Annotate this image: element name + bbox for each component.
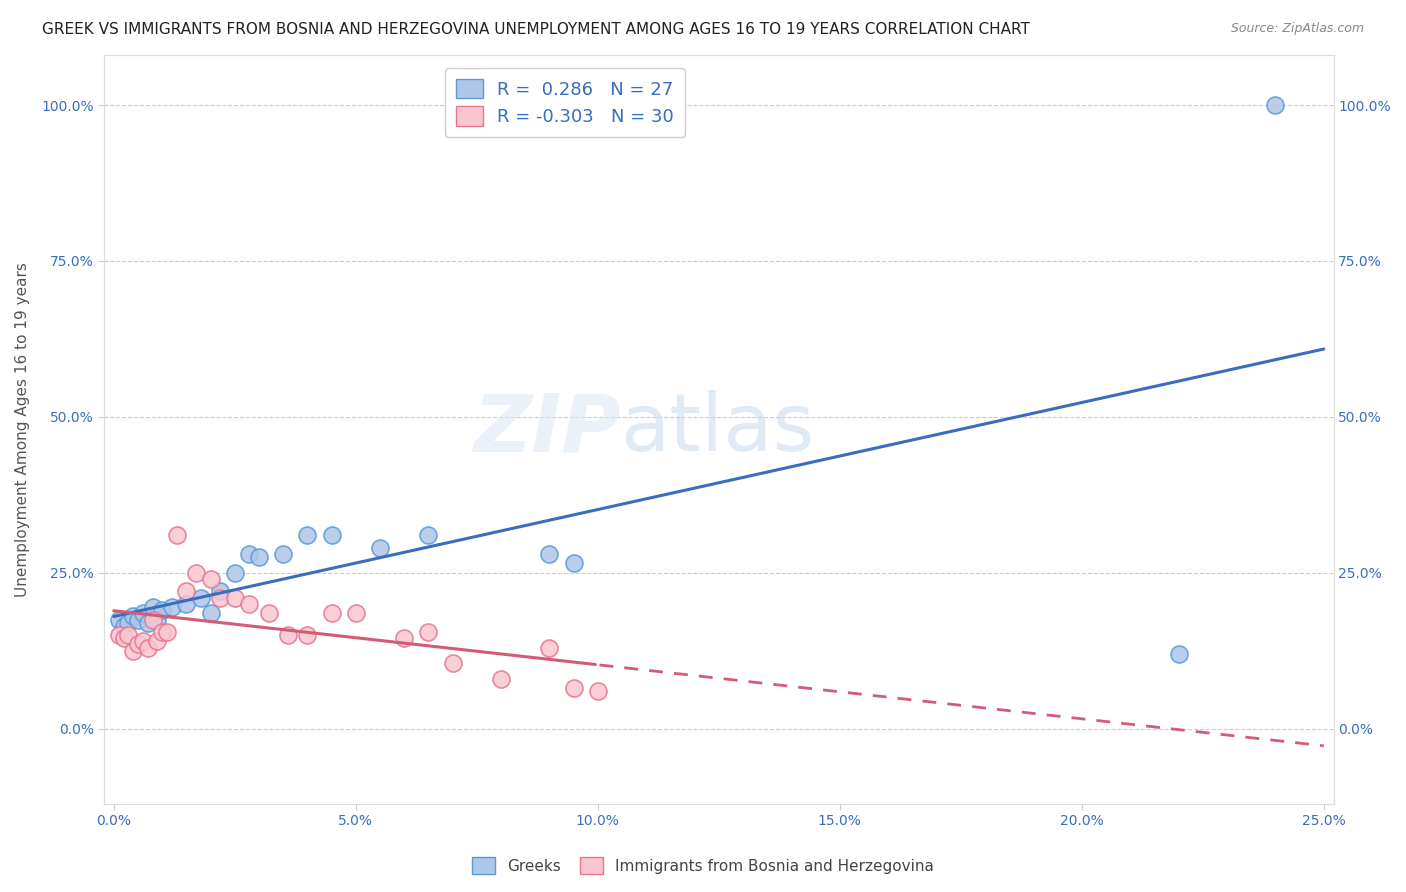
- Point: [136, 615, 159, 630]
- Point: [297, 628, 319, 642]
- Point: [394, 632, 416, 646]
- Point: [586, 684, 609, 698]
- Point: [538, 640, 561, 655]
- Text: GREEK VS IMMIGRANTS FROM BOSNIA AND HERZEGOVINA UNEMPLOYMENT AMONG AGES 16 TO 19: GREEK VS IMMIGRANTS FROM BOSNIA AND HERZ…: [42, 22, 1031, 37]
- Point: [562, 557, 585, 571]
- Point: [136, 640, 159, 655]
- Point: [538, 547, 561, 561]
- Point: [107, 628, 129, 642]
- Point: [562, 681, 585, 695]
- Point: [184, 566, 207, 580]
- Point: [1264, 98, 1286, 112]
- Text: atlas: atlas: [620, 391, 815, 468]
- Point: [156, 625, 179, 640]
- Point: [122, 644, 145, 658]
- Point: [209, 584, 232, 599]
- Point: [489, 672, 512, 686]
- Point: [146, 634, 169, 648]
- Point: [224, 566, 246, 580]
- Point: [418, 528, 440, 542]
- Point: [150, 603, 173, 617]
- Point: [127, 638, 149, 652]
- Point: [142, 613, 165, 627]
- Point: [344, 607, 367, 621]
- Point: [117, 615, 139, 630]
- Point: [257, 607, 280, 621]
- Text: Source: ZipAtlas.com: Source: ZipAtlas.com: [1230, 22, 1364, 36]
- Y-axis label: Unemployment Among Ages 16 to 19 years: Unemployment Among Ages 16 to 19 years: [15, 262, 30, 597]
- Point: [209, 591, 232, 605]
- Point: [297, 528, 319, 542]
- Point: [441, 656, 464, 670]
- Text: ZIP: ZIP: [472, 391, 620, 468]
- Point: [238, 547, 260, 561]
- Point: [200, 572, 222, 586]
- Point: [127, 613, 149, 627]
- Point: [238, 597, 260, 611]
- Point: [146, 613, 169, 627]
- Point: [112, 632, 135, 646]
- Point: [107, 613, 129, 627]
- Point: [176, 584, 198, 599]
- Point: [112, 619, 135, 633]
- Point: [166, 528, 188, 542]
- Point: [160, 600, 183, 615]
- Legend: Greeks, Immigrants from Bosnia and Herzegovina: Greeks, Immigrants from Bosnia and Herze…: [467, 851, 939, 880]
- Point: [224, 591, 246, 605]
- Point: [132, 634, 155, 648]
- Point: [142, 600, 165, 615]
- Point: [132, 607, 155, 621]
- Point: [418, 625, 440, 640]
- Point: [150, 625, 173, 640]
- Point: [117, 628, 139, 642]
- Point: [321, 607, 343, 621]
- Legend: R =  0.286   N = 27, R = -0.303   N = 30: R = 0.286 N = 27, R = -0.303 N = 30: [446, 68, 685, 136]
- Point: [321, 528, 343, 542]
- Point: [368, 541, 391, 555]
- Point: [200, 607, 222, 621]
- Point: [247, 550, 270, 565]
- Point: [176, 597, 198, 611]
- Point: [277, 628, 299, 642]
- Point: [1167, 647, 1189, 661]
- Point: [122, 609, 145, 624]
- Point: [190, 591, 212, 605]
- Point: [271, 547, 294, 561]
